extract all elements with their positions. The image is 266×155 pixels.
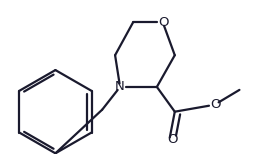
Text: O: O bbox=[168, 133, 178, 146]
Text: N: N bbox=[115, 80, 125, 93]
Text: O: O bbox=[159, 16, 169, 29]
Text: O: O bbox=[210, 98, 221, 111]
